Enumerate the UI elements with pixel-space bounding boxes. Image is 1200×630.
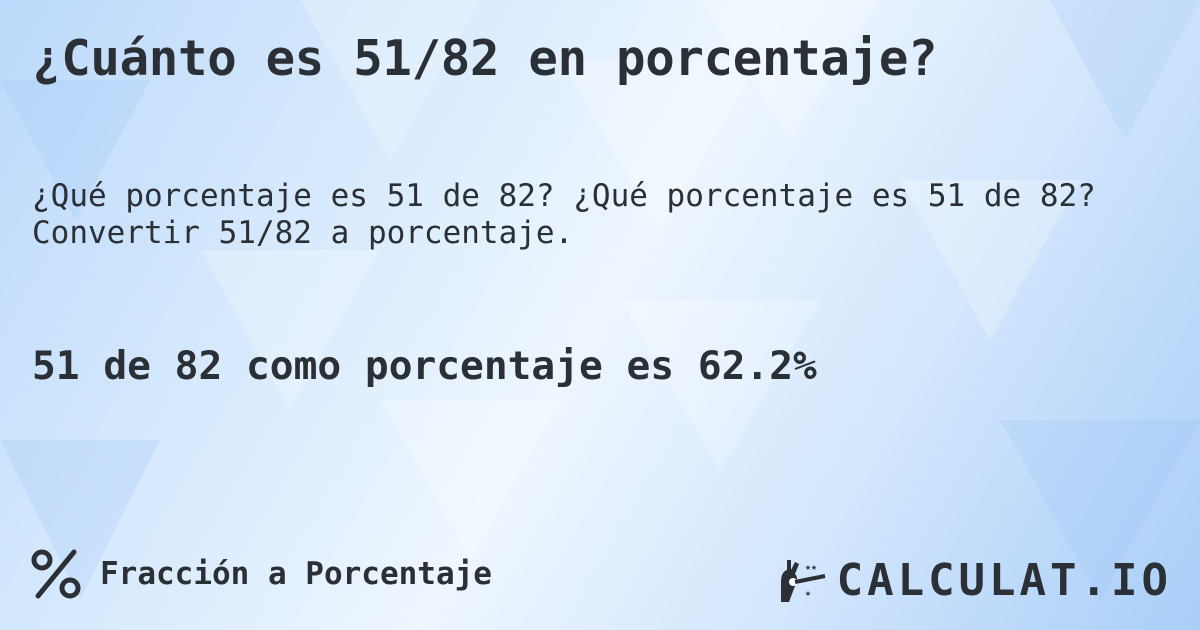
page-title: ¿Cuánto es 51/82 en porcentaje? [32, 30, 938, 87]
magic-hand-icon: ★★ ★ [780, 559, 825, 602]
category-link[interactable]: Fracción a Porcentaje [30, 548, 492, 600]
calculat-io-logo[interactable]: ★★ ★ CALCULAT.IO [777, 555, 1172, 606]
result-text: 51 de 82 como porcentaje es 62.2% [32, 343, 817, 389]
category-label: Fracción a Porcentaje [100, 556, 492, 592]
logo-text: CALCULAT.IO [836, 555, 1172, 606]
description: ¿Qué porcentaje es 51 de 82? ¿Qué porcen… [32, 178, 1096, 251]
svg-text:★★: ★★ [805, 562, 817, 573]
svg-text:★: ★ [805, 588, 811, 599]
percent-icon [31, 549, 81, 599]
